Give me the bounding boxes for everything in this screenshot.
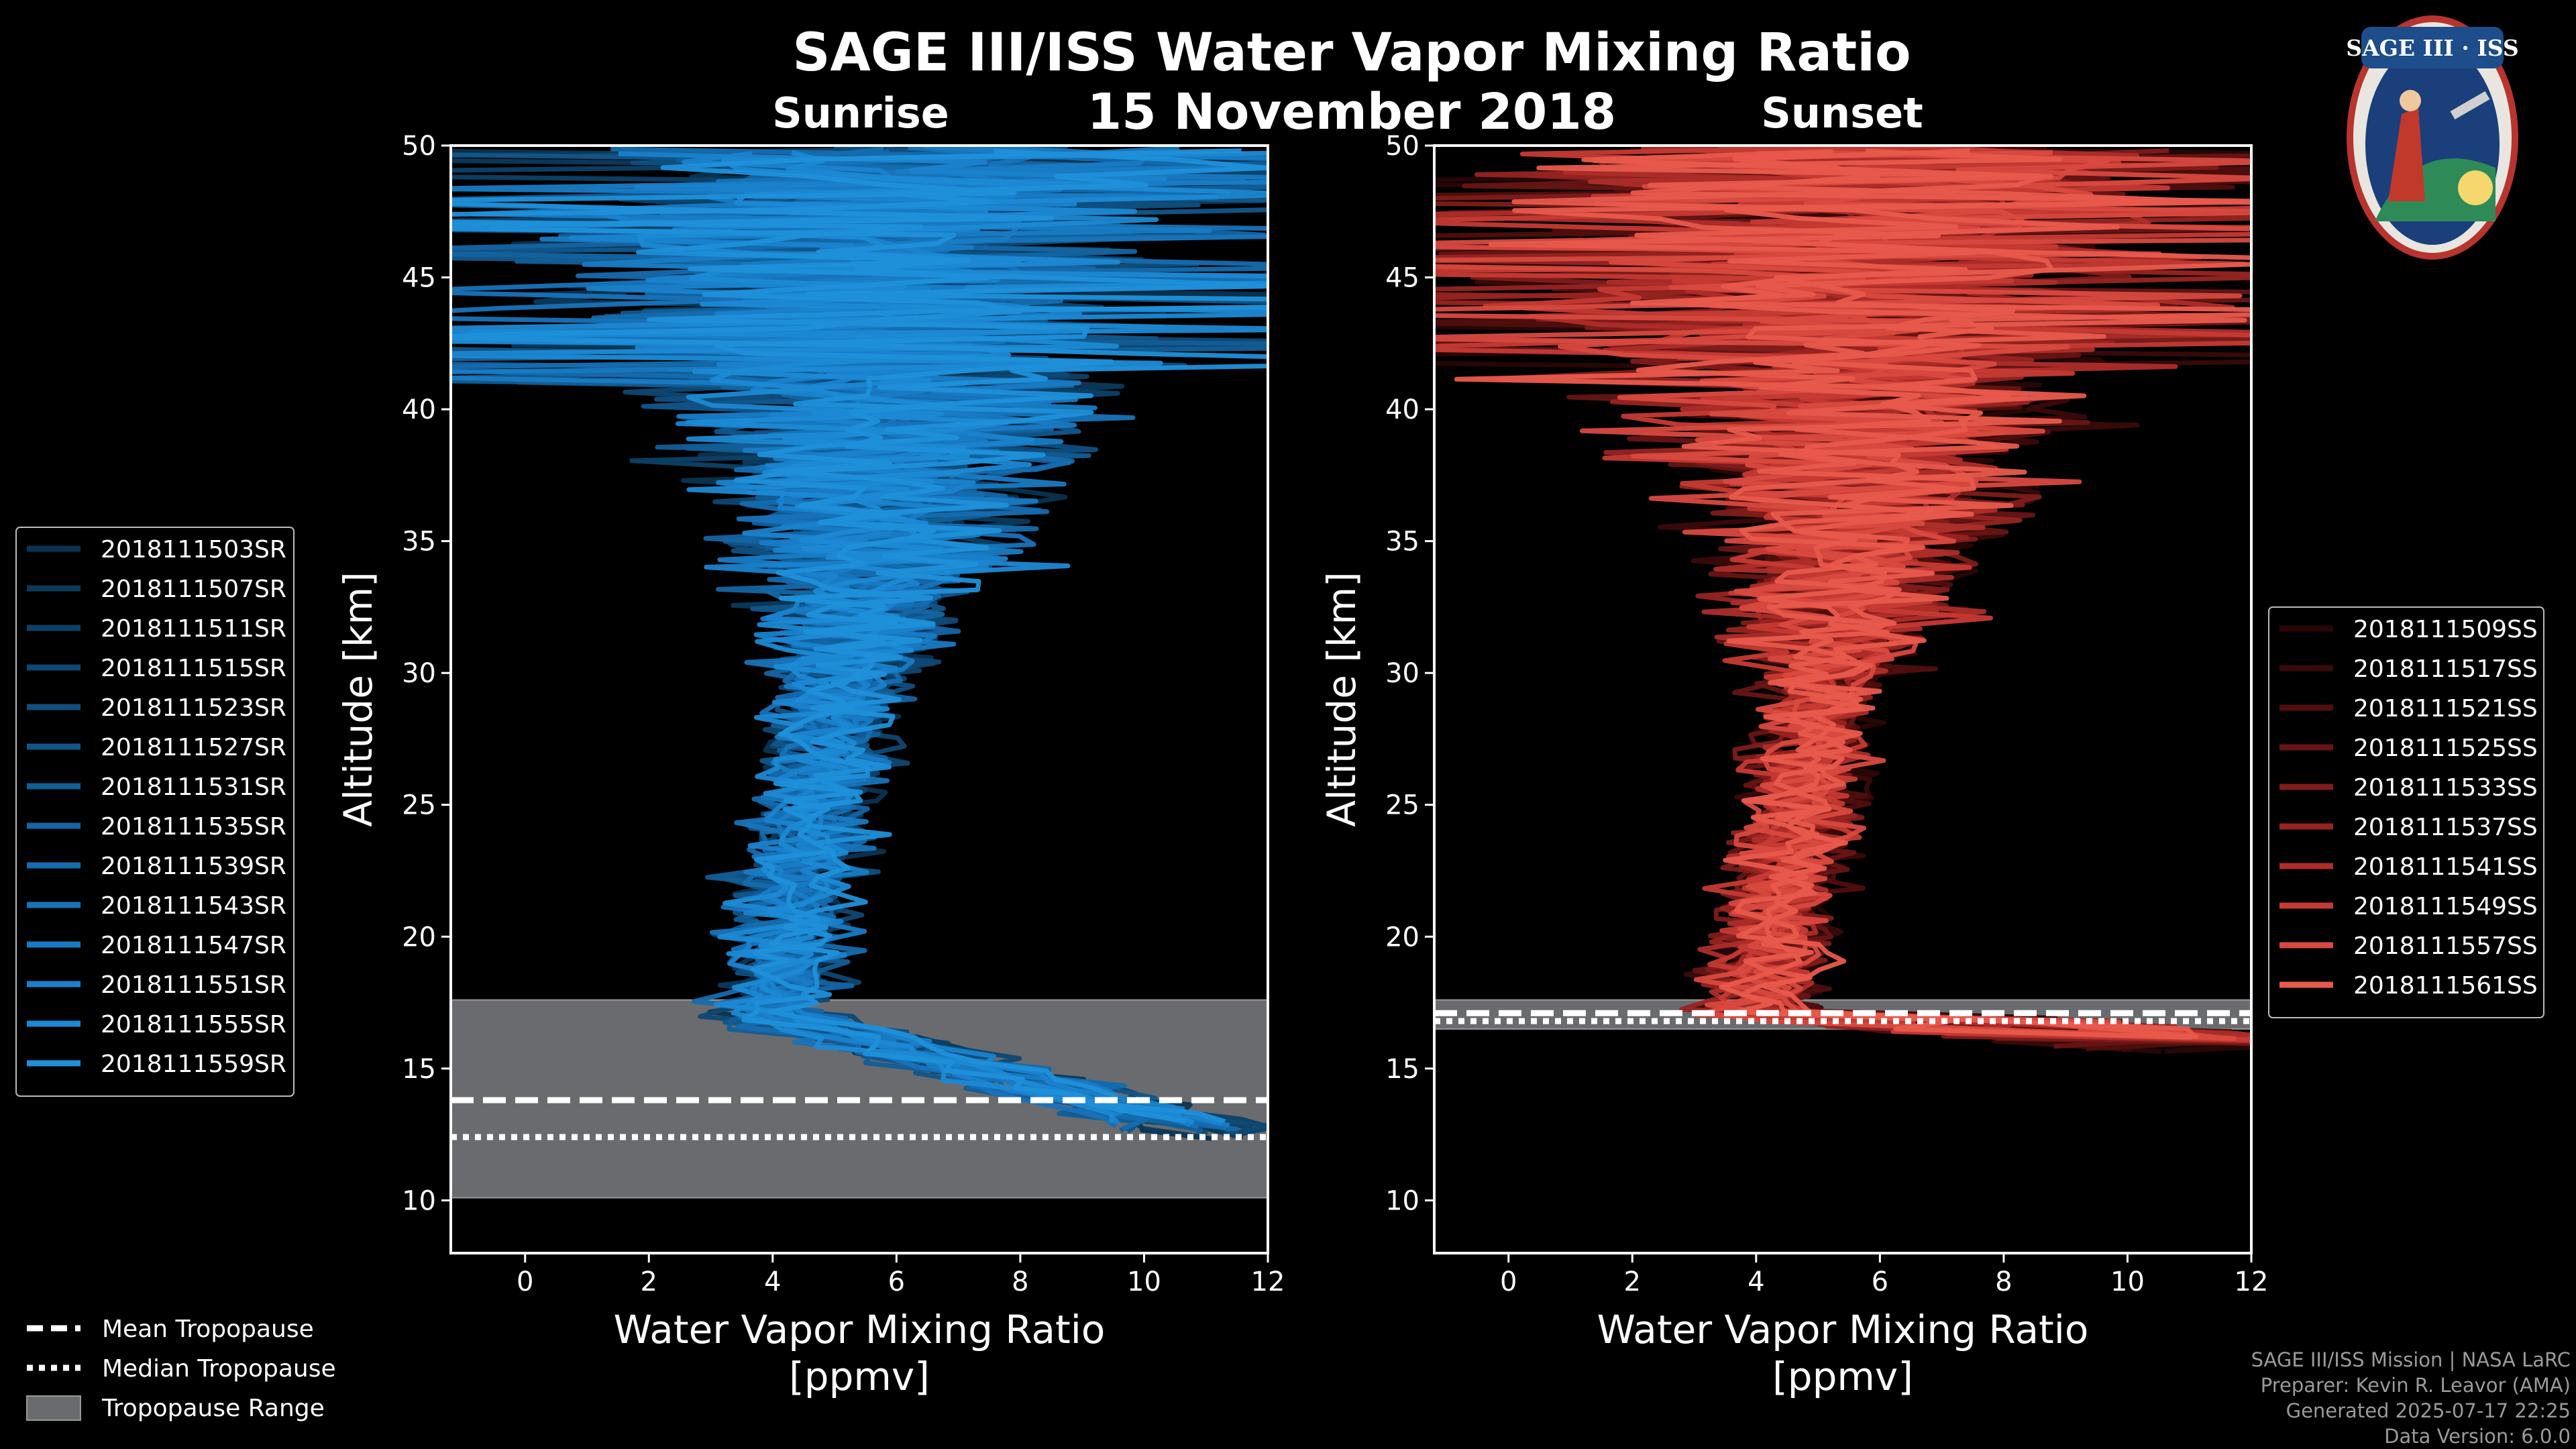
x-tick-label: 10 bbox=[1127, 1267, 1161, 1297]
profile-2018111561SS bbox=[1630, 148, 2251, 1040]
x-tick-label: 6 bbox=[1872, 1267, 1888, 1297]
sunset-legend: 2018111509SS 2018111517SS 2018111521SS 2018… bbox=[2268, 606, 2544, 1018]
profile-2018111557SS bbox=[1546, 150, 2251, 1041]
credit-line: SAGE III/ISS Mission | NASA LaRC bbox=[2251, 1348, 2571, 1371]
legend-entry-2018111517SS: 2018111517SS bbox=[2353, 655, 2538, 683]
x-tick-label: 2 bbox=[641, 1267, 657, 1297]
legend-box bbox=[15, 527, 294, 1097]
profile-2018111537SS bbox=[1434, 146, 2251, 1043]
y-tick-label: 50 bbox=[402, 131, 436, 162]
y-tick-label: 45 bbox=[402, 263, 436, 294]
x-axis-label: Water Vapor Mixing Ratio bbox=[614, 1307, 1106, 1352]
x-tick-label: 4 bbox=[1748, 1267, 1764, 1297]
legend-entry-2018111543SR: 2018111543SR bbox=[101, 892, 286, 920]
x-tick-label: 10 bbox=[2110, 1267, 2145, 1297]
x-axis-label: Water Vapor Mixing Ratio bbox=[1597, 1307, 2089, 1352]
plot-frame bbox=[449, 144, 1269, 1254]
credit-line: Data Version: 6.0.0 bbox=[2384, 1425, 2571, 1448]
profile-2018111549SS bbox=[1434, 146, 2251, 1042]
credit-line: Generated 2025-07-17 22:25 bbox=[2286, 1399, 2571, 1422]
sunset-chart: 0 2 4 6 8 10 12 10 15 20 25 30 35 40 45 50 Water Vapor M… bbox=[1319, 131, 2269, 1399]
credit-line: Preparer: Kevin R. Leavor (AMA) bbox=[2261, 1374, 2571, 1397]
legend-entry-2018111547SR: 2018111547SR bbox=[101, 932, 286, 959]
legend-entry-2018111509SS: 2018111509SS bbox=[2353, 616, 2538, 643]
y-tick-label: 50 bbox=[1385, 131, 1419, 162]
patch-banner-text: SAGE III · ISS bbox=[2346, 35, 2518, 61]
y-tick-label: 35 bbox=[1385, 527, 1419, 557]
patch-banner bbox=[2361, 27, 2504, 68]
x-tick-label: 12 bbox=[2235, 1267, 2269, 1297]
median-tropopause-label: Median Tropopause bbox=[102, 1355, 336, 1383]
legend-box bbox=[2268, 606, 2544, 1018]
astronomer-head-icon bbox=[2400, 90, 2421, 111]
legend-entry-2018111557SS: 2018111557SS bbox=[2353, 932, 2538, 960]
x-axis-units: [ppmv] bbox=[1772, 1354, 1913, 1399]
legend-entry-2018111503SR: 2018111503SR bbox=[101, 536, 286, 564]
legend-entry-2018111521SS: 2018111521SS bbox=[2353, 695, 2538, 722]
legend-entry-2018111515SR: 2018111515SR bbox=[101, 655, 286, 682]
legend-entry-2018111561SS: 2018111561SS bbox=[2353, 972, 2538, 1000]
mean-tropopause-label: Mean Tropopause bbox=[102, 1316, 314, 1343]
legend-entry-2018111511SR: 2018111511SR bbox=[101, 615, 286, 643]
y-tick-label: 40 bbox=[402, 394, 436, 425]
x-tick-label: 8 bbox=[1995, 1267, 2012, 1297]
plot-frame bbox=[1433, 144, 2253, 1254]
y-tick-label: 10 bbox=[402, 1185, 436, 1216]
figure-date: 15 November 2018 bbox=[1087, 83, 1616, 141]
legend-entry-2018111527SR: 2018111527SR bbox=[101, 734, 286, 761]
y-tick-label: 15 bbox=[1385, 1054, 1419, 1085]
x-tick-label: 4 bbox=[764, 1267, 781, 1297]
x-tick-label: 0 bbox=[1500, 1267, 1517, 1297]
legend-entry-2018111551SR: 2018111551SR bbox=[101, 971, 286, 999]
iss-icon bbox=[2450, 91, 2490, 120]
legend-entry-2018111525SS: 2018111525SS bbox=[2353, 735, 2538, 762]
figure-title: SAGE III/ISS Water Vapor Mixing Ratio bbox=[792, 23, 1911, 83]
profile-lines bbox=[1434, 146, 2251, 1055]
legend-entry-2018111559SR: 2018111559SR bbox=[101, 1051, 286, 1078]
legend-entry-2018111541SS: 2018111541SS bbox=[2353, 853, 2538, 881]
profile-lines bbox=[451, 146, 1268, 1141]
tropopause-range-label: Tropopause Range bbox=[101, 1395, 325, 1422]
y-tick-label: 30 bbox=[402, 658, 436, 689]
y-axis-label: Altitude [km] bbox=[335, 572, 381, 826]
sunrise-subtitle: Sunrise bbox=[772, 89, 949, 138]
y-tick-label: 25 bbox=[1385, 790, 1419, 821]
astronomer-figure-icon bbox=[2388, 107, 2425, 201]
y-tick-label: 15 bbox=[402, 1054, 436, 1085]
y-tick-label: 45 bbox=[1385, 263, 1419, 294]
tropopause-legend: Mean Tropopause Median Tropopause Tropop… bbox=[26, 1316, 336, 1422]
sunset-subtitle: Sunset bbox=[1761, 89, 1923, 138]
legend-entry-2018111523SR: 2018111523SR bbox=[101, 694, 286, 722]
legend-entry-2018111533SS: 2018111533SS bbox=[2353, 774, 2538, 802]
legend-entry-2018111535SR: 2018111535SR bbox=[101, 813, 286, 841]
legend-entry-2018111539SR: 2018111539SR bbox=[101, 853, 286, 880]
x-tick-label: 8 bbox=[1012, 1267, 1028, 1297]
legend-entry-2018111549SS: 2018111549SS bbox=[2353, 893, 2538, 920]
legend-entry-2018111537SS: 2018111537SS bbox=[2353, 814, 2538, 841]
y-tick-label: 40 bbox=[1385, 394, 1419, 425]
legend-entry-2018111555SR: 2018111555SR bbox=[101, 1011, 286, 1038]
credits-block: SAGE III/ISS Mission | NASA LaRC Prepare… bbox=[2251, 1348, 2571, 1448]
legend-entry-2018111507SR: 2018111507SR bbox=[101, 576, 286, 603]
sunrise-legend: 2018111503SR 2018111507SR 2018111511SR 2018… bbox=[15, 527, 294, 1097]
y-tick-label: 35 bbox=[402, 527, 436, 557]
x-tick-label: 0 bbox=[517, 1267, 533, 1297]
x-tick-label: 12 bbox=[1251, 1267, 1285, 1297]
y-tick-label: 10 bbox=[1385, 1185, 1419, 1216]
sage-iii-iss-mission-patch: SAGE III · ISS bbox=[2346, 15, 2519, 260]
sunrise-chart: 0 2 4 6 8 10 12 10 15 20 25 30 35 40 45 50 Water Vapor M… bbox=[335, 131, 1285, 1399]
legend-entry-2018111531SR: 2018111531SR bbox=[101, 773, 286, 801]
y-axis-label: Altitude [km] bbox=[1319, 572, 1364, 826]
x-tick-label: 6 bbox=[888, 1267, 905, 1297]
y-tick-label: 30 bbox=[1385, 658, 1419, 689]
x-axis-units: [ppmv] bbox=[789, 1354, 930, 1399]
y-tick-label: 20 bbox=[402, 922, 436, 953]
sun-icon bbox=[2458, 170, 2493, 205]
profile-2018111559SR bbox=[451, 148, 1268, 1124]
y-tick-label: 25 bbox=[402, 790, 436, 821]
y-tick-label: 20 bbox=[1385, 922, 1419, 953]
tropopause-range-swatch bbox=[26, 1395, 81, 1421]
x-tick-label: 2 bbox=[1624, 1267, 1641, 1297]
